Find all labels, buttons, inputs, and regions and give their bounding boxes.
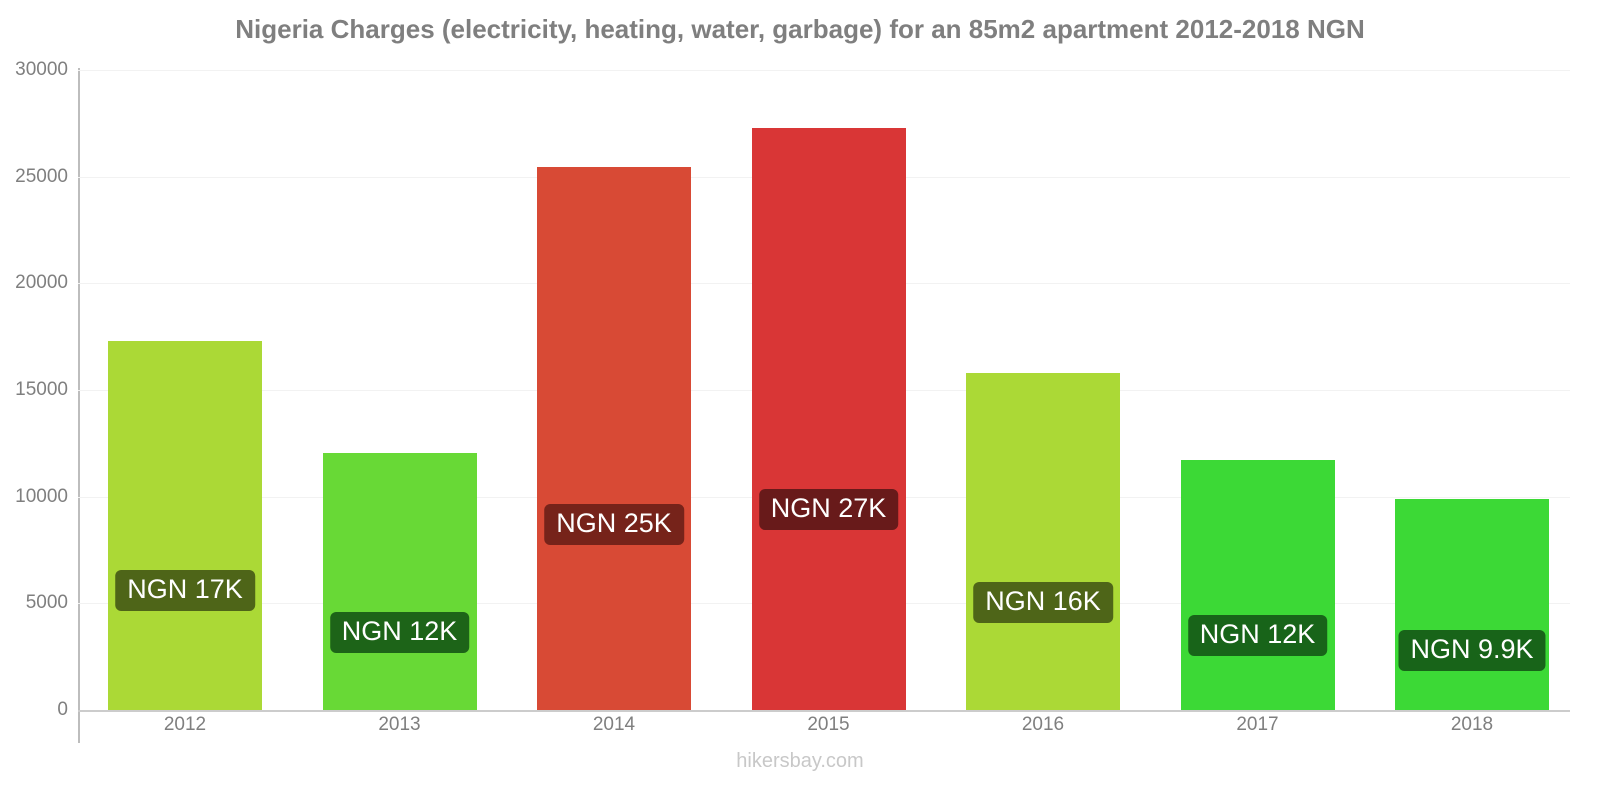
bar-2013[interactable] bbox=[322, 452, 477, 710]
y-axis-tick-label: 5000 bbox=[25, 592, 68, 614]
bar-2016[interactable] bbox=[966, 372, 1120, 710]
y-axis-tick-label: 25000 bbox=[15, 165, 68, 187]
plot-area: NGN 17K NGN 12K NGN 25K NGN 27K NGN 16K NGN 1… bbox=[78, 70, 1570, 712]
bar-value-label-2012: NGN 17K bbox=[115, 569, 255, 611]
bar-value-label-2013: NGN 12K bbox=[329, 612, 470, 654]
bar-value-label-2017: NGN 12K bbox=[1187, 615, 1328, 657]
bar-value-label-2014: NGN 25K bbox=[544, 503, 684, 545]
x-axis-tick-label: 2017 bbox=[1236, 714, 1279, 735]
y-axis-tick-label: 10000 bbox=[15, 485, 68, 507]
bar-2018[interactable] bbox=[1395, 498, 1549, 710]
x-axis-tick-label: 2012 bbox=[163, 714, 207, 735]
bar-2017[interactable] bbox=[1180, 460, 1335, 710]
x-axis-tick-label: 2016 bbox=[1021, 714, 1065, 735]
footer-watermark: hikersbay.com bbox=[736, 750, 864, 772]
y-axis-tick-label: 30000 bbox=[15, 59, 68, 80]
gridline bbox=[78, 70, 1570, 71]
gridline bbox=[78, 710, 1570, 712]
chart-title: Nigeria Charges (electricity, heating, w… bbox=[235, 14, 1365, 44]
y-axis-tick-label: 0 bbox=[57, 699, 68, 720]
bar-value-label-2015: NGN 27K bbox=[758, 488, 899, 530]
x-axis-tick-label: 2013 bbox=[378, 714, 421, 735]
y-axis-line bbox=[78, 68, 80, 743]
x-axis-tick-label: 2014 bbox=[592, 714, 636, 735]
y-axis-tick-label: 20000 bbox=[15, 272, 68, 294]
bar-2015[interactable] bbox=[751, 127, 906, 710]
bar-2014[interactable] bbox=[537, 167, 691, 710]
bar-2012[interactable] bbox=[108, 340, 262, 710]
x-axis-tick-label: 2015 bbox=[807, 714, 850, 735]
bar-value-label-2016: NGN 16K bbox=[973, 581, 1113, 623]
y-axis-tick-label: 15000 bbox=[15, 379, 68, 400]
bar-value-label-2018: NGN 9.9K bbox=[1398, 629, 1546, 671]
x-axis-tick-label: 2018 bbox=[1450, 714, 1494, 735]
